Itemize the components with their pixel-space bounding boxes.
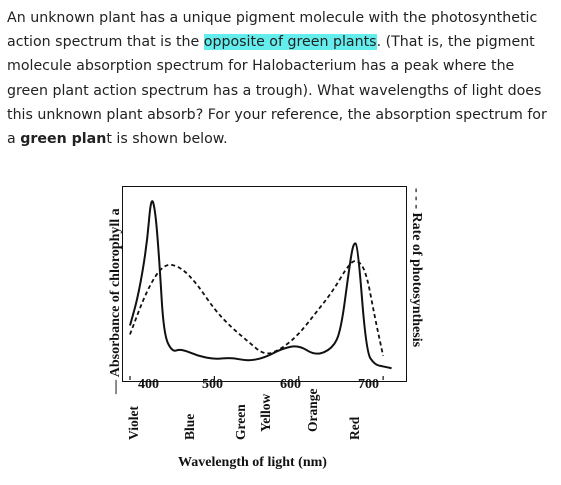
x-tick-700: 700 <box>358 377 379 392</box>
question-text: An unknown plant has a unique pigment mo… <box>7 6 555 151</box>
color-label-green: Green <box>233 404 248 440</box>
x-tick-500: 500 <box>202 377 223 392</box>
color-label-red: Red <box>347 416 362 440</box>
absorption-spectrum-figure: — Absorbance of chlorophyll a - - - Rate… <box>100 170 440 480</box>
left-axis-label: — Absorbance of chlorophyll a <box>108 208 123 394</box>
highlighted-phrase: opposite of green plants <box>203 34 377 51</box>
color-label-violet: Violet <box>126 406 141 440</box>
spectrum-chart <box>129 200 392 380</box>
x-axis-label: Wavelength of light (nm) <box>178 455 327 470</box>
question-part-3: t is shown below. <box>106 131 228 148</box>
chlorophyll-absorbance-line <box>129 200 392 370</box>
question-part-2: . (That is, the pigment molecule absorpt… <box>7 34 547 148</box>
x-tick-600: 600 <box>280 377 301 392</box>
question-part-1: An unknown plant has a unique pigment mo… <box>7 10 538 51</box>
color-label-yellow: Yellow <box>258 393 273 432</box>
plot-frame <box>122 186 407 382</box>
right-axis-label: - - - Rate of photosynthesis <box>409 188 424 348</box>
x-tick-400: 400 <box>138 377 159 392</box>
color-label-orange: Orange <box>305 388 320 433</box>
bold-phrase: green plan <box>20 131 107 148</box>
photosynthesis-rate-line <box>129 260 385 357</box>
color-label-blue: Blue <box>182 413 197 440</box>
